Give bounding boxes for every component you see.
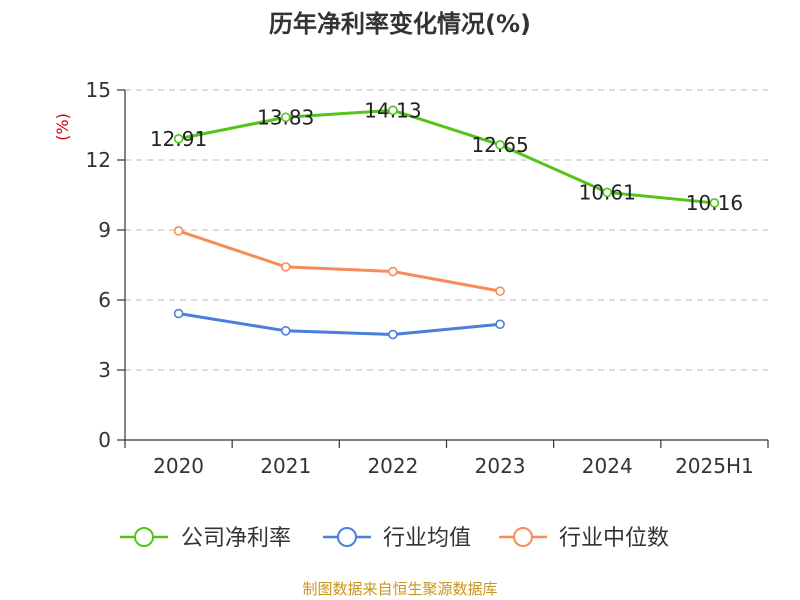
grid-lines	[125, 89, 768, 371]
chart-title: 历年净利率变化情况(%)	[269, 10, 531, 38]
series-lines	[177, 108, 716, 337]
legend-marker-0	[134, 527, 154, 547]
x-tick-label-4: 2024	[582, 454, 633, 478]
data-labels: 12.91 13.83 14.13 12.65 10.61 10.16	[150, 98, 743, 215]
legend-marker-1	[337, 527, 357, 547]
series-line-1	[177, 312, 502, 337]
series-0-point-1	[280, 112, 291, 123]
series-1-point-3	[495, 319, 505, 330]
data-label-0-5: 10.16	[686, 191, 743, 215]
source-note: 制图数据来自恒生聚源数据库	[302, 580, 497, 598]
data-label-0-4: 10.61	[579, 180, 636, 204]
series-0-point-4	[602, 187, 613, 198]
data-label-0-0: 12.91	[150, 127, 207, 151]
series-points	[173, 105, 720, 340]
series-1-point-1	[280, 325, 291, 336]
data-label-0-3: 12.65	[471, 133, 528, 157]
series-line-0	[177, 108, 716, 205]
series-0-point-2	[388, 105, 398, 116]
legend: 公司净利率 行业均值 行业中位数	[120, 526, 669, 551]
series-0-point-5	[709, 198, 720, 208]
series-2-point-0	[173, 226, 184, 236]
data-label-0-1: 13.83	[257, 105, 314, 129]
x-tick-label-5: 2025H1	[675, 454, 754, 478]
series-2-point-3	[495, 286, 505, 296]
series-2-point-1	[280, 262, 291, 272]
x-tick-label-0: 2020	[153, 454, 204, 478]
legend-marker-2	[513, 527, 533, 547]
series-0-point-3	[495, 140, 505, 150]
y-tick-label-4: 12	[86, 148, 111, 172]
x-tick-label-1: 2021	[260, 454, 311, 478]
y-tick-label-2: 6	[98, 288, 111, 312]
x-tick-label-2: 2022	[367, 454, 418, 478]
axes: 0 3 6 9 12 15 2020 2021 2022 2023 2024 2025H1	[86, 78, 769, 478]
y-tick-label-3: 9	[98, 218, 111, 242]
y-tick-label-1: 3	[98, 358, 111, 382]
legend-label-1: 行业均值	[383, 526, 471, 551]
series-1-point-0	[173, 308, 184, 319]
legend-label-0: 公司净利率	[181, 526, 291, 551]
series-line-2	[177, 229, 502, 293]
series-1-point-2	[388, 329, 398, 340]
series-2-point-2	[388, 266, 398, 277]
x-tick-label-3: 2023	[475, 454, 526, 478]
y-tick-label-0: 0	[98, 428, 111, 452]
y-axis-unit-label: (%)	[53, 113, 72, 141]
y-tick-label-5: 15	[86, 78, 111, 102]
legend-label-2: 行业中位数	[559, 526, 669, 551]
series-0-point-0	[173, 133, 184, 144]
data-label-0-2: 14.13	[364, 98, 421, 122]
